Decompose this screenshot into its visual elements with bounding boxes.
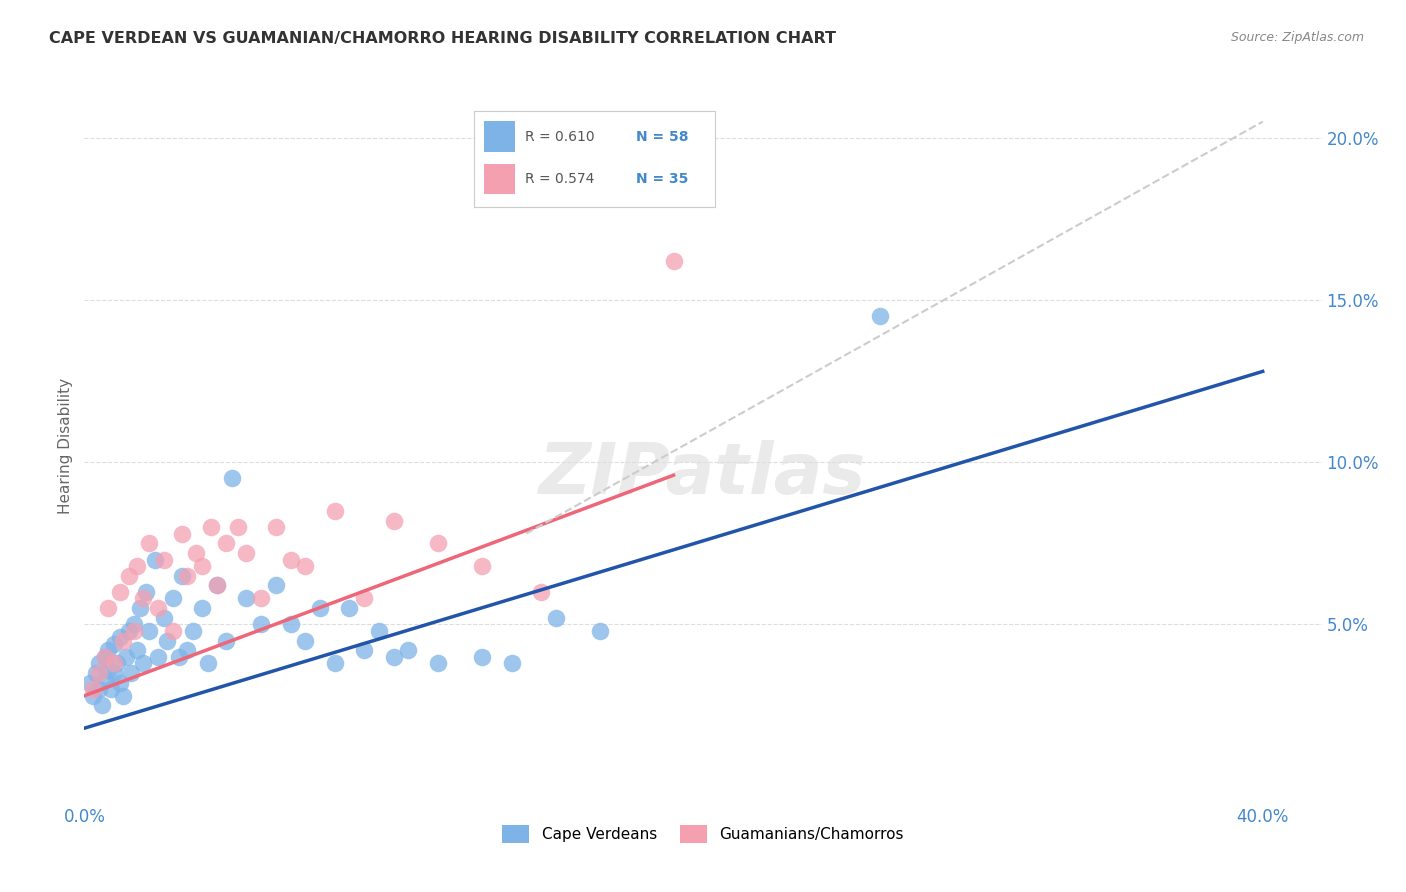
- Text: Source: ZipAtlas.com: Source: ZipAtlas.com: [1230, 31, 1364, 45]
- Point: [105, 657, 128, 671]
- Point: [132, 591, 155, 606]
- Point: [183, 624, 205, 638]
- Point: [124, 624, 146, 638]
- Point: [117, 624, 139, 638]
- Point: [186, 546, 208, 560]
- Point: [191, 559, 214, 574]
- Point: [280, 552, 302, 566]
- Point: [162, 591, 184, 606]
- Point: [97, 601, 120, 615]
- Point: [100, 682, 122, 697]
- Point: [221, 471, 243, 485]
- Point: [353, 591, 375, 606]
- Point: [339, 601, 361, 615]
- Point: [94, 649, 117, 664]
- Point: [87, 666, 110, 681]
- Point: [235, 591, 257, 606]
- Point: [426, 657, 449, 671]
- Point: [200, 520, 222, 534]
- Point: [280, 617, 302, 632]
- Point: [426, 536, 449, 550]
- Point: [869, 310, 891, 324]
- Point: [94, 649, 117, 664]
- Point: [226, 520, 249, 534]
- Point: [103, 657, 125, 671]
- Point: [129, 601, 152, 615]
- Point: [501, 657, 523, 671]
- Point: [153, 611, 176, 625]
- Point: [79, 675, 101, 690]
- Point: [309, 601, 332, 615]
- Point: [108, 585, 131, 599]
- Point: [167, 649, 190, 664]
- Point: [121, 666, 143, 681]
- Point: [294, 559, 316, 574]
- Point: [97, 643, 120, 657]
- Point: [84, 666, 107, 681]
- Point: [215, 633, 238, 648]
- Point: [82, 689, 104, 703]
- Point: [143, 552, 166, 566]
- Point: [127, 643, 149, 657]
- Legend: Cape Verdeans, Guamanians/Chamorros: Cape Verdeans, Guamanians/Chamorros: [496, 819, 910, 848]
- Point: [250, 591, 273, 606]
- Point: [471, 649, 494, 664]
- Y-axis label: Hearing Disability: Hearing Disability: [58, 378, 73, 514]
- Point: [471, 559, 494, 574]
- Point: [176, 643, 198, 657]
- Point: [108, 631, 131, 645]
- Point: [97, 663, 120, 677]
- Point: [323, 504, 346, 518]
- Point: [396, 643, 419, 657]
- Point: [250, 617, 273, 632]
- Point: [111, 633, 134, 648]
- Point: [153, 552, 176, 566]
- Point: [382, 514, 405, 528]
- Point: [205, 578, 228, 592]
- Point: [162, 624, 184, 638]
- Point: [117, 568, 139, 582]
- Point: [114, 649, 136, 664]
- Point: [156, 633, 179, 648]
- Point: [132, 657, 155, 671]
- Point: [111, 689, 134, 703]
- Point: [264, 578, 287, 592]
- Point: [94, 673, 117, 687]
- Point: [264, 520, 287, 534]
- Point: [205, 578, 228, 592]
- Point: [589, 624, 612, 638]
- Point: [368, 624, 391, 638]
- Point: [235, 546, 257, 560]
- Point: [91, 698, 114, 713]
- Point: [103, 666, 125, 681]
- Point: [138, 536, 160, 550]
- Point: [170, 526, 193, 541]
- Point: [191, 601, 214, 615]
- Point: [138, 624, 160, 638]
- Point: [197, 657, 219, 671]
- Point: [530, 585, 553, 599]
- Point: [103, 637, 125, 651]
- Point: [108, 675, 131, 690]
- Point: [135, 585, 157, 599]
- Point: [146, 601, 169, 615]
- Point: [87, 657, 110, 671]
- Text: ZIPatlas: ZIPatlas: [540, 440, 866, 509]
- Point: [662, 254, 685, 268]
- Point: [176, 568, 198, 582]
- Text: CAPE VERDEAN VS GUAMANIAN/CHAMORRO HEARING DISABILITY CORRELATION CHART: CAPE VERDEAN VS GUAMANIAN/CHAMORRO HEARI…: [49, 31, 837, 46]
- Point: [87, 682, 110, 697]
- Point: [353, 643, 375, 657]
- Point: [82, 682, 104, 697]
- Point: [544, 611, 567, 625]
- Point: [127, 559, 149, 574]
- Point: [124, 617, 146, 632]
- Point: [215, 536, 238, 550]
- Point: [323, 657, 346, 671]
- Point: [170, 568, 193, 582]
- Point: [382, 649, 405, 664]
- Point: [146, 649, 169, 664]
- Point: [294, 633, 316, 648]
